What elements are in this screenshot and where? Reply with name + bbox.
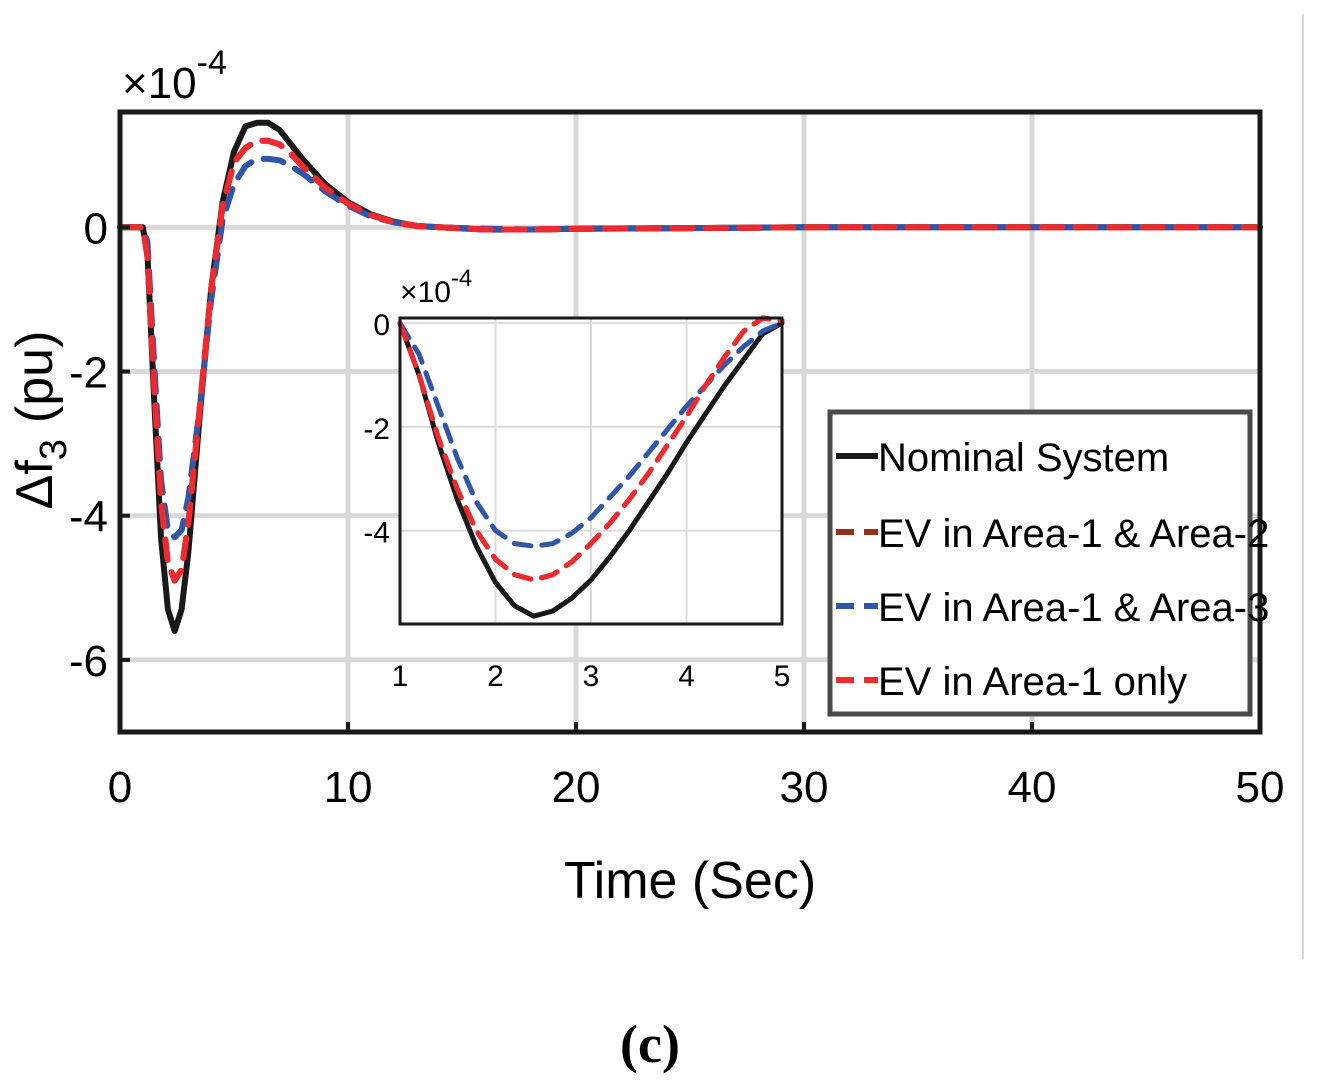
inset-x-tick-5: 5 bbox=[774, 660, 791, 693]
inset-x-tick-2: 2 bbox=[487, 660, 504, 693]
inset-exponent: ×10-4 bbox=[400, 265, 472, 309]
inset-y-tick-0: 0 bbox=[373, 309, 390, 342]
main-y-tick--4: -4 bbox=[69, 493, 108, 542]
main-x-tick-20: 20 bbox=[552, 763, 601, 812]
main-y-tick--2: -2 bbox=[69, 349, 108, 398]
legend-label-ev-in-area-1-area-2: EV in Area-1 & Area-2 bbox=[878, 512, 1269, 556]
inset-x-tick-3: 3 bbox=[583, 660, 600, 693]
main-exponent-base: ×10 bbox=[122, 59, 197, 108]
main-x-tick-30: 30 bbox=[780, 763, 829, 812]
y-axis-title-sub: 3 bbox=[33, 439, 75, 460]
main-exponent-power: -4 bbox=[197, 44, 227, 82]
inset-x-tick-4: 4 bbox=[678, 660, 695, 693]
inset-y-tick--4: -4 bbox=[363, 517, 390, 550]
legend-label-nominal-system: Nominal System bbox=[878, 436, 1169, 480]
inset-exponent-power: -4 bbox=[451, 265, 472, 292]
x-axis-title: Time (Sec) bbox=[564, 852, 816, 910]
inset-y-tick--2: -2 bbox=[363, 413, 390, 446]
y-axis-title: Δf3 (pu) bbox=[6, 331, 75, 510]
main-x-tick-10: 10 bbox=[324, 763, 373, 812]
y-axis-title-delta: Δf bbox=[6, 460, 64, 510]
legend: Nominal System EV in Area-1 & Area-2 EV in… bbox=[830, 412, 1269, 714]
chart-figure: 0 10 20 30 40 50 0-2-4-6 ×10-4 Time (Sec) Δf3… bbox=[0, 0, 1331, 1084]
y-axis-title-unit: (pu) bbox=[6, 331, 64, 423]
main-x-tick-50: 50 bbox=[1236, 763, 1285, 812]
legend-label-ev-in-area-1-area-3: EV in Area-1 & Area-3 bbox=[878, 586, 1269, 630]
main-exponent: ×10-4 bbox=[122, 44, 227, 108]
main-x-tick-40: 40 bbox=[1008, 763, 1057, 812]
main-y-tick--6: -6 bbox=[69, 637, 108, 686]
figure-caption: (c) bbox=[620, 1014, 680, 1074]
inset-exponent-base: ×10 bbox=[400, 276, 451, 309]
main-y-tick-0: 0 bbox=[84, 204, 108, 253]
inset-x-ticks: 1 2 3 4 5 bbox=[392, 660, 791, 693]
legend-label-ev-in-area-1-only: EV in Area-1 only bbox=[878, 660, 1187, 704]
main-x-ticks: 0 10 20 30 40 50 bbox=[108, 722, 1285, 812]
main-x-tick-0: 0 bbox=[108, 763, 132, 812]
inset-x-tick-1: 1 bbox=[392, 660, 409, 693]
